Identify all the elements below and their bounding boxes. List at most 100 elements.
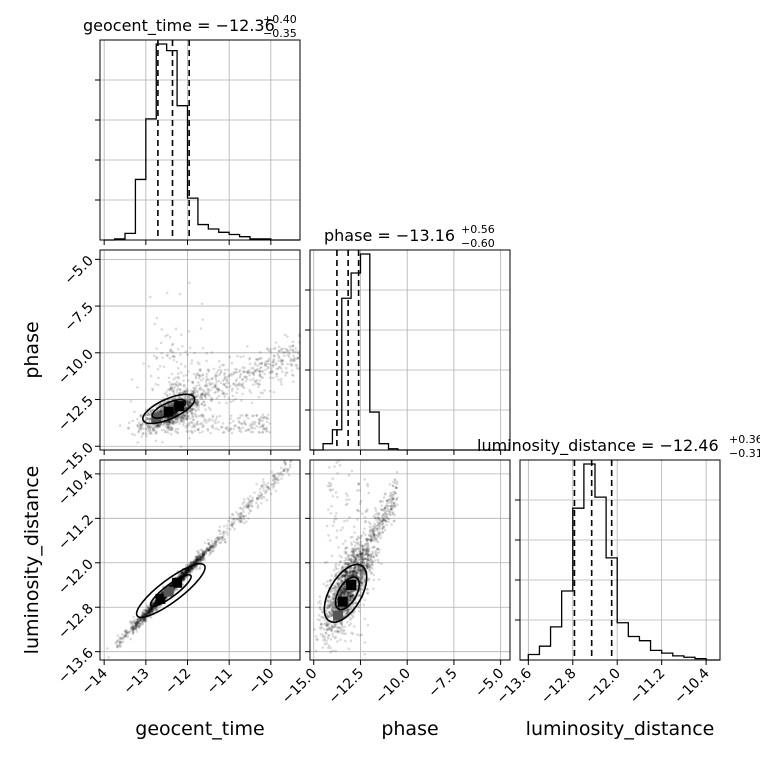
- sample-point: [202, 400, 206, 404]
- sample-point: [258, 379, 262, 382]
- sample-point: [160, 591, 164, 594]
- sample-point: [189, 561, 193, 564]
- sample-point: [175, 412, 178, 415]
- sample-point: [139, 620, 143, 624]
- sample-point: [172, 422, 175, 426]
- sample-point: [160, 422, 164, 426]
- sample-point: [168, 420, 171, 424]
- sample-point: [239, 515, 242, 519]
- sample-point: [124, 630, 127, 633]
- sample-point: [184, 569, 187, 573]
- sample-point: [184, 571, 188, 575]
- sample-point: [201, 558, 204, 562]
- sample-point: [190, 566, 194, 569]
- sample-point: [221, 391, 225, 395]
- sample-point: [292, 354, 295, 358]
- sample-point: [293, 359, 296, 362]
- sample-point: [135, 621, 139, 624]
- sample-point: [288, 345, 291, 348]
- sample-point: [149, 610, 153, 613]
- sample-point: [181, 571, 185, 575]
- sample-point: [285, 371, 289, 374]
- sample-point: [194, 401, 198, 405]
- sample-point: [195, 403, 199, 407]
- sample-point: [148, 432, 152, 435]
- sample-point: [331, 649, 334, 653]
- sample-point: [189, 561, 192, 564]
- sample-point: [123, 634, 127, 638]
- sample-point: [200, 393, 203, 396]
- sample-point: [187, 401, 191, 405]
- sample-point: [167, 420, 171, 423]
- sample-point: [188, 346, 192, 349]
- sample-point: [147, 608, 151, 612]
- sample-point: [124, 634, 128, 638]
- sample-point: [199, 558, 202, 561]
- sample-point: [141, 623, 144, 626]
- histogram-step: [104, 43, 300, 241]
- sample-point: [201, 422, 204, 426]
- sample-point: [183, 365, 187, 368]
- sample-point: [180, 571, 183, 575]
- sample-point: [146, 609, 149, 612]
- sample-point: [165, 430, 168, 433]
- sample-point: [259, 362, 263, 365]
- sample-point: [214, 542, 217, 546]
- sample-point: [207, 406, 211, 409]
- sample-point: [168, 420, 171, 423]
- sample-point: [183, 414, 186, 418]
- sample-point: [191, 430, 194, 434]
- sample-point: [170, 387, 173, 391]
- sample-point: [142, 618, 146, 622]
- sample-point: [191, 414, 194, 418]
- sample-point: [354, 557, 358, 561]
- sample-point: [239, 355, 242, 359]
- sample-point: [198, 566, 202, 570]
- sample-point: [186, 571, 190, 574]
- sample-point: [255, 368, 259, 371]
- sample-point: [234, 367, 237, 371]
- sample-point: [151, 388, 155, 392]
- sample-point: [182, 576, 186, 580]
- sample-point: [192, 562, 195, 565]
- sample-point: [286, 468, 290, 471]
- sample-point: [281, 347, 284, 351]
- sample-point: [205, 378, 209, 382]
- sample-point: [201, 552, 204, 556]
- sample-point: [195, 384, 198, 388]
- sample-point: [199, 552, 203, 556]
- y-tick-label: −12.8: [55, 601, 97, 643]
- sample-point: [169, 584, 173, 587]
- sample-point: [353, 544, 357, 547]
- sample-point: [155, 316, 159, 320]
- sample-point: [168, 419, 172, 423]
- sample-point: [228, 385, 232, 388]
- sample-point: [286, 354, 290, 357]
- sample-point: [191, 567, 195, 570]
- sample-point: [137, 626, 141, 629]
- sample-point: [216, 538, 219, 542]
- sample-point: [174, 383, 178, 386]
- sample-point: [167, 425, 170, 429]
- sample-point: [169, 584, 173, 588]
- sample-point: [174, 417, 178, 421]
- sample-point: [221, 422, 225, 425]
- sample-point: [255, 357, 259, 361]
- sample-point: [189, 566, 193, 570]
- sample-point: [276, 481, 279, 485]
- sample-point: [372, 578, 376, 582]
- sample-point: [206, 387, 210, 391]
- sample-point: [280, 382, 283, 386]
- sample-point: [140, 414, 143, 417]
- sample-point: [180, 416, 183, 420]
- sample-point: [185, 373, 188, 377]
- sample-point: [276, 472, 279, 475]
- sample-point: [189, 409, 192, 413]
- sample-point: [199, 556, 202, 560]
- sample-point: [197, 400, 200, 403]
- sample-point: [291, 380, 295, 384]
- sample-point: [264, 417, 268, 420]
- sample-point: [203, 419, 206, 423]
- sample-point: [265, 429, 269, 432]
- sample-point: [266, 348, 270, 351]
